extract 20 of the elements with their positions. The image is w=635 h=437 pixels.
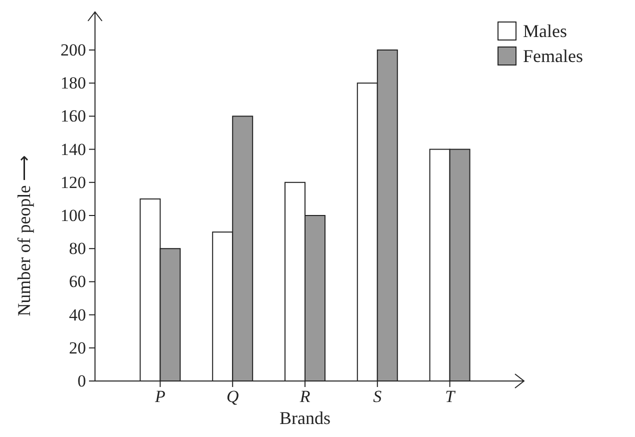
- y-axis-title: Number of people ⟶: [14, 154, 34, 316]
- y-tick-label: 40: [69, 305, 86, 324]
- legend-label: Females: [523, 46, 583, 66]
- y-tick-label: 100: [60, 206, 86, 225]
- x-tick-label: R: [298, 387, 311, 406]
- legend-label: Males: [523, 21, 567, 41]
- y-tick-label: 140: [60, 140, 86, 159]
- y-tick-label: 160: [60, 106, 86, 126]
- y-tick-label: 200: [60, 40, 86, 60]
- x-tick-label: S: [373, 387, 382, 406]
- x-tick-label: T: [445, 387, 456, 406]
- y-tick-label: 120: [60, 172, 86, 192]
- x-tick-label: P: [154, 387, 166, 406]
- y-tick-label: 180: [60, 74, 86, 93]
- y-tick-label: 60: [69, 272, 86, 292]
- x-axis-title: Brands: [280, 408, 330, 428]
- x-tick-label: Q: [226, 387, 239, 406]
- y-tick-label: 20: [69, 338, 86, 358]
- y-tick-label: 80: [69, 239, 86, 258]
- y-tick-label: 0: [78, 371, 86, 390]
